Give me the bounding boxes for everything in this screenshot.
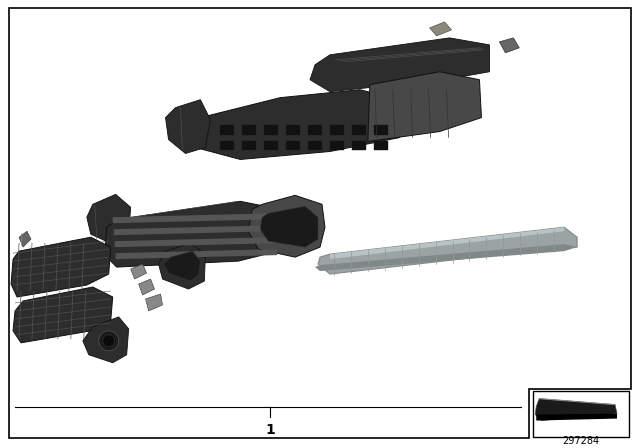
Polygon shape [195, 90, 400, 159]
Polygon shape [87, 194, 131, 244]
PathPatch shape [9, 8, 631, 439]
Circle shape [103, 335, 115, 347]
Polygon shape [145, 294, 163, 311]
Polygon shape [429, 22, 452, 36]
Text: 297284: 297284 [563, 435, 600, 445]
Polygon shape [308, 125, 322, 134]
Polygon shape [286, 141, 300, 151]
Polygon shape [131, 264, 147, 279]
Polygon shape [13, 287, 113, 343]
Polygon shape [330, 141, 344, 151]
Polygon shape [310, 38, 490, 92]
Polygon shape [139, 279, 155, 295]
Polygon shape [11, 237, 111, 297]
Polygon shape [220, 141, 234, 151]
Polygon shape [374, 125, 388, 134]
Polygon shape [499, 38, 519, 53]
Polygon shape [166, 99, 211, 154]
Circle shape [99, 331, 118, 351]
Polygon shape [308, 141, 322, 151]
Polygon shape [113, 213, 274, 223]
Bar [533, 391, 629, 436]
Polygon shape [105, 201, 280, 267]
Polygon shape [19, 231, 31, 247]
Polygon shape [164, 251, 200, 281]
Polygon shape [159, 243, 205, 289]
Polygon shape [286, 125, 300, 134]
Polygon shape [243, 141, 256, 151]
Polygon shape [220, 125, 234, 134]
Polygon shape [536, 414, 617, 421]
Polygon shape [352, 125, 366, 134]
Polygon shape [116, 249, 277, 259]
Polygon shape [264, 141, 278, 151]
Polygon shape [260, 206, 318, 247]
Text: 1: 1 [266, 422, 275, 436]
Polygon shape [83, 317, 129, 363]
Polygon shape [535, 399, 617, 421]
Polygon shape [352, 141, 366, 151]
Polygon shape [374, 141, 388, 151]
Polygon shape [330, 227, 564, 259]
Polygon shape [330, 125, 344, 134]
Polygon shape [315, 244, 577, 271]
Polygon shape [264, 125, 278, 134]
Polygon shape [368, 72, 481, 142]
Polygon shape [115, 237, 276, 247]
Polygon shape [318, 227, 577, 274]
Polygon shape [114, 225, 275, 235]
Polygon shape [243, 125, 256, 134]
Polygon shape [248, 195, 325, 257]
